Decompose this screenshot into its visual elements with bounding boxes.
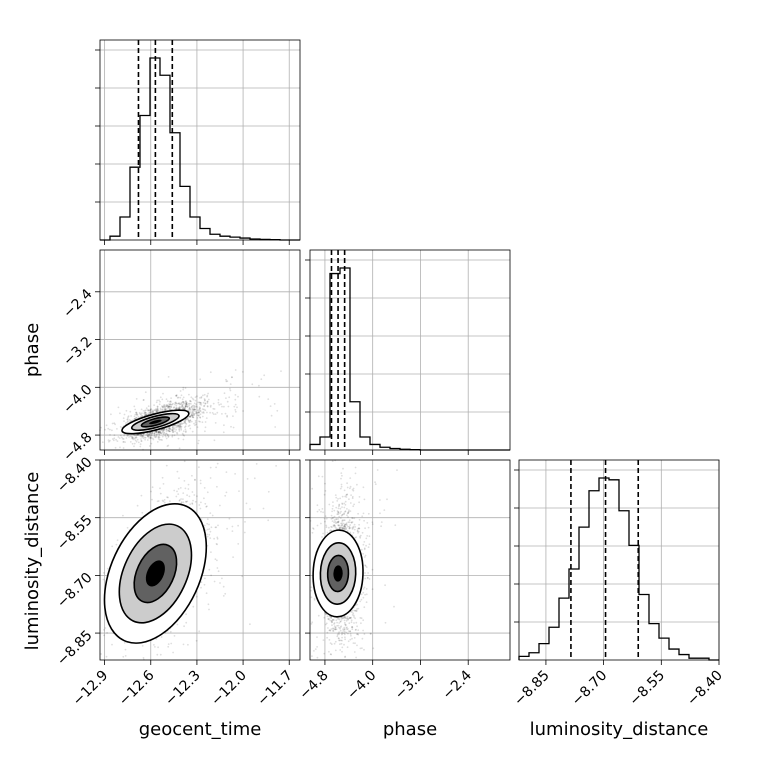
x-tick-label-luminosity-distance: −8.40 [684,668,726,710]
panel-luminosity-distance-vs-luminosity-distance [514,459,720,665]
panel-frame [309,249,511,451]
x-label-phase: phase [383,719,437,740]
panel-frame [518,459,720,661]
panel-phase-vs-phase [305,249,511,455]
panel-background [100,40,300,240]
panel-luminosity-distance-vs-geocent-time [95,459,301,665]
x-tick-label-luminosity-distance: −8.85 [511,668,553,710]
panel-background [100,250,300,450]
y-tick-label-luminosity-distance: −8.55 [54,512,96,554]
histogram-luminosity-distance [518,477,719,661]
y-tick-label-luminosity-distance: −8.85 [54,627,96,669]
panel-frame [309,459,511,661]
panel-frame [99,459,301,661]
x-tick-label-geocent-time: −12.3 [162,668,204,710]
panel-phase-vs-geocent-time [95,249,301,455]
x-tick-label-luminosity-distance: −8.55 [626,668,668,710]
density-contour-3 [333,565,343,582]
x-tick-label-phase: −4.8 [296,668,331,703]
panel-frame [99,249,301,451]
x-label-luminosity-distance: luminosity_distance [530,719,709,740]
histogram-geocent-time [100,57,300,241]
x-tick-label-phase: −3.2 [392,668,427,703]
y-tick-label-phase: −4.0 [60,382,95,417]
corner-panels [95,39,720,665]
x-tick-label-phase: −4.0 [344,668,379,703]
y-tick-label-luminosity-distance: −8.70 [54,570,96,612]
x-tick-label-geocent-time: −12.0 [208,668,250,710]
axis-labels: geocent_time phase luminosity_distance p… [22,323,708,740]
panel-luminosity-distance-vs-phase [305,459,511,665]
panel-background [310,250,510,450]
x-tick-label-geocent-time: −12.6 [116,667,158,709]
x-tick-label-geocent-time: −11.7 [254,668,296,710]
y-label-phase: phase [22,323,43,377]
x-label-geocent-time: geocent_time [139,719,262,740]
density-contour-3 [145,560,165,587]
panel-geocent-time-vs-geocent-time [95,39,301,245]
y-label-luminosity-distance: luminosity_distance [22,472,43,651]
x-tick-label-luminosity-distance: −8.70 [569,668,611,710]
x-tick-label-phase: −2.4 [440,667,475,702]
y-tick-label-phase: −3.2 [60,334,95,369]
x-tick-label-geocent-time: −12.9 [70,668,112,710]
density-contour-3 [149,419,162,425]
panel-frame [99,39,301,241]
y-tick-label-phase: −2.4 [60,286,95,321]
